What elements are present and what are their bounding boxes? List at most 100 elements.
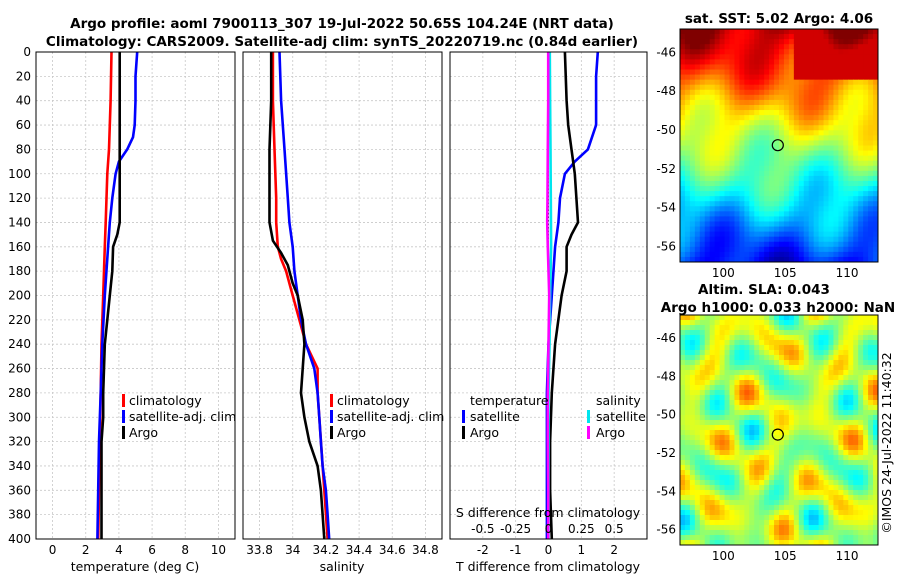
map-cell: [769, 370, 775, 376]
map-cell: [793, 500, 800, 506]
map-cell: [848, 120, 854, 126]
map-cell: [699, 236, 706, 243]
map-cell: [848, 59, 854, 66]
map-cell: [759, 104, 765, 111]
map-cell: [793, 510, 800, 516]
map-cell: [818, 515, 825, 521]
map-cell: [754, 325, 760, 331]
map-cell: [858, 520, 864, 526]
map-cell: [764, 69, 770, 76]
map-cell: [798, 206, 805, 212]
map-cell: [853, 34, 859, 40]
map-cell: [764, 130, 770, 136]
map-cell: [828, 39, 835, 45]
map-cell: [833, 525, 839, 531]
map-cell: [709, 191, 716, 197]
map-cell: [719, 196, 726, 202]
map-cell: [833, 84, 839, 91]
map-cell: [699, 145, 706, 152]
map-cell: [694, 145, 701, 152]
map-cell: [823, 390, 830, 396]
map-cell: [788, 89, 795, 96]
map-cell: [774, 425, 780, 431]
map-cell: [798, 196, 805, 202]
sla-map-tick-labels: 100 105 110-46-48-50-52-54-56: [656, 331, 858, 563]
map-cell: [774, 94, 780, 101]
map-cell: [704, 69, 711, 76]
map-cell: [798, 330, 805, 336]
map-cell: [724, 201, 731, 207]
map-cell: [680, 370, 686, 376]
map-cell: [833, 375, 839, 381]
map-cell: [818, 350, 825, 356]
map-cell: [729, 350, 736, 356]
map-cell: [724, 54, 731, 60]
salinity-tick-labels: 33.8 34 34.2 34.4 34.6 34.8: [246, 543, 439, 557]
map-cell: [724, 241, 731, 248]
map-cell: [833, 345, 839, 351]
map-cell: [769, 231, 775, 238]
map-cell: [729, 145, 736, 152]
map-cell: [858, 44, 864, 50]
map-cell: [734, 350, 740, 356]
salinity-lines: [268, 51, 331, 540]
map-cell: [709, 54, 716, 60]
map-cell: [684, 485, 691, 491]
map-cell: [724, 340, 731, 346]
map-cell: [779, 206, 785, 212]
legend-label-temp-satellite: satellite: [470, 409, 520, 424]
map-cell: [863, 525, 869, 531]
map-cell: [783, 325, 790, 331]
map-cell: [754, 125, 760, 131]
map-cell: [853, 445, 859, 451]
map-cell: [719, 380, 726, 386]
map-cell: [689, 94, 696, 101]
map-cell: [729, 460, 736, 466]
map-cell: [680, 345, 686, 351]
map-cell: [788, 370, 795, 376]
map-cell: [838, 350, 844, 356]
map-cell: [774, 125, 780, 131]
map-cell: [823, 345, 830, 351]
map-cell: [734, 360, 740, 366]
legend-swatch-sal-satellite: [587, 410, 590, 423]
map-cell: [769, 256, 775, 262]
map-cell: [853, 525, 859, 531]
map-cell: [759, 221, 765, 228]
map-cell: [853, 510, 859, 516]
map-cell: [779, 370, 785, 376]
map-cell: [779, 99, 785, 106]
map-cell: [843, 165, 849, 172]
map-cell: [729, 201, 736, 207]
map-cell: [833, 315, 839, 321]
map-cell: [714, 211, 721, 218]
map-cell: [749, 400, 755, 406]
map-cell: [868, 221, 874, 228]
map-cell: [684, 385, 691, 391]
map-cell: [719, 395, 726, 401]
map-cell: [813, 145, 820, 152]
map-cell: [779, 475, 785, 481]
map-cell: [833, 320, 839, 326]
map-cell: [843, 79, 849, 86]
map-cell: [853, 520, 859, 526]
map-cell: [689, 135, 696, 142]
map-cell: [858, 475, 864, 481]
map-cell: [853, 140, 859, 147]
map-cell: [828, 490, 835, 496]
map-cell: [843, 170, 849, 177]
map-cell: [823, 170, 830, 177]
depth-tick-label: 320: [8, 435, 31, 449]
map-cell: [843, 54, 849, 60]
map-cell: [704, 510, 711, 516]
map-cell: [868, 330, 874, 336]
map-cell: [704, 135, 711, 142]
map-cell: [779, 246, 785, 253]
map-cell: [843, 226, 849, 233]
map-cell: [823, 196, 830, 202]
map-cell: [818, 450, 825, 456]
map-cell: [749, 251, 755, 258]
figure-title-line2: Climatology: CARS2009. Satellite-adj cli…: [46, 34, 638, 50]
map-cell: [793, 34, 800, 40]
map-cell: [873, 64, 878, 71]
